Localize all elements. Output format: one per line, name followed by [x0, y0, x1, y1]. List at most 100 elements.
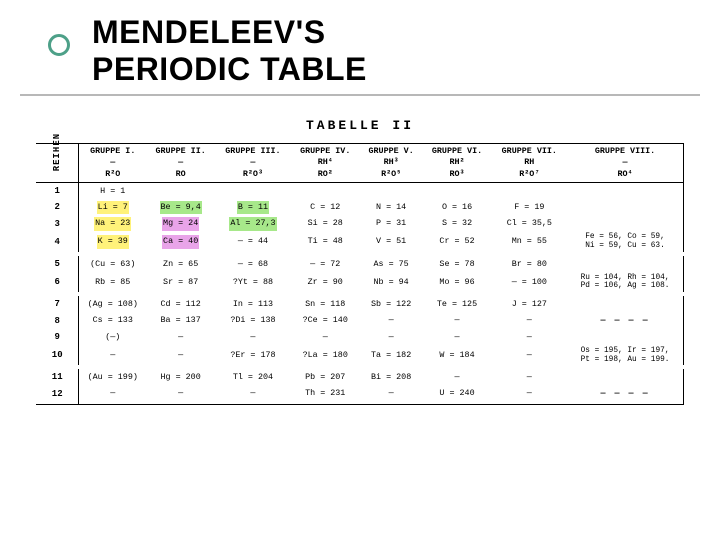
highlighted-cell: Li = 7 — [97, 201, 129, 214]
element-cell: — — [492, 386, 568, 405]
element-cell — [567, 329, 683, 345]
element-cell: Ti = 48 — [291, 232, 360, 252]
reihen-label-text: REIHEN — [51, 133, 63, 171]
element-cell — [567, 183, 683, 200]
row-number: 7 — [36, 296, 79, 312]
element-cell: — — — — — [567, 313, 683, 329]
group-oxide: R²O — [81, 169, 144, 180]
element-cell: — — [291, 329, 360, 345]
group-hydride: RH² — [424, 157, 489, 168]
element-cell: Fe = 56, Co = 59,Ni = 59, Cu = 63. — [567, 232, 683, 252]
row-number: 8 — [36, 313, 79, 329]
highlighted-cell: Na = 23 — [94, 217, 131, 230]
element-cell: V = 51 — [360, 232, 423, 252]
element-cell: Pb = 207 — [291, 369, 360, 385]
highlighted-cell: Mg = 24 — [162, 217, 199, 230]
group-oxide: RO³ — [424, 169, 489, 180]
element-cell: — — [79, 386, 146, 405]
element-cell: N = 14 — [360, 199, 423, 215]
reihen-header: REIHEN — [36, 144, 79, 183]
element-cell: — — [492, 369, 568, 385]
group-name: GRUPPE III. — [225, 146, 280, 156]
element-cell — [567, 256, 683, 272]
title-underline — [20, 94, 700, 96]
element-cell: Ca = 40 — [146, 232, 215, 252]
group-oxide: R²O³ — [217, 169, 289, 180]
element-cell: In = 113 — [215, 296, 291, 312]
element-cell: — — [360, 386, 423, 405]
element-cell: — — [215, 329, 291, 345]
element-cell: — — [360, 329, 423, 345]
group-hydride: RH³ — [362, 157, 421, 168]
element-cell: — — [422, 313, 491, 329]
element-cell: J = 127 — [492, 296, 568, 312]
group-name: GRUPPE IV. — [300, 146, 350, 156]
element-cell: Sb = 122 — [360, 296, 423, 312]
element-cell: — — [422, 329, 491, 345]
element-cell: Si = 28 — [291, 216, 360, 232]
table-row: 10——?Er = 178?La = 180Ta = 182W = 184—Os… — [36, 346, 684, 366]
element-cell: Ru = 104, Rh = 104,Pd = 106, Ag = 108. — [567, 273, 683, 293]
row-number: 9 — [36, 329, 79, 345]
highlighted-cell: K = 39 — [97, 235, 129, 248]
mendeleev-table: REIHEN GRUPPE I.—R²OGRUPPE II.—ROGRUPPE … — [36, 143, 684, 405]
element-cell: — = 68 — [215, 256, 291, 272]
element-cell — [567, 369, 683, 385]
element-cell: — = 72 — [291, 256, 360, 272]
row-number: 10 — [36, 346, 79, 366]
element-cell: — — [360, 313, 423, 329]
group-name: GRUPPE I. — [90, 146, 135, 156]
group-name: GRUPPE VII. — [502, 146, 557, 156]
element-cell — [567, 199, 683, 215]
element-cell: — = 44 — [215, 232, 291, 252]
element-cell — [146, 183, 215, 200]
group-header-7: GRUPPE VII.RHR²O⁷ — [492, 144, 568, 183]
element-cell: U = 240 — [422, 386, 491, 405]
element-cell: Th = 231 — [291, 386, 360, 405]
element-cell: ?Ce = 140 — [291, 313, 360, 329]
element-cell — [492, 183, 568, 200]
group-hydride: RH — [494, 157, 566, 168]
element-cell: Zr = 90 — [291, 273, 360, 293]
element-cell: F = 19 — [492, 199, 568, 215]
highlighted-cell: B = 11 — [237, 201, 269, 214]
element-cell: Cs = 133 — [79, 313, 146, 329]
element-cell: — — [215, 386, 291, 405]
element-cell: P = 31 — [360, 216, 423, 232]
element-cell: ?La = 180 — [291, 346, 360, 366]
periodic-table-figure: TABELLE II REIHEN GRUPPE I.—R²OGRUPPE II… — [36, 118, 684, 405]
group-hydride: — — [217, 157, 289, 168]
element-cell: (Cu = 63) — [79, 256, 146, 272]
element-cell: Mo = 96 — [422, 273, 491, 293]
table-row: 2Li = 7Be = 9,4B = 11C = 12N = 14O = 16F… — [36, 199, 684, 215]
element-cell: Nb = 94 — [360, 273, 423, 293]
table-header: REIHEN GRUPPE I.—R²OGRUPPE II.—ROGRUPPE … — [36, 144, 684, 183]
element-cell: Cd = 112 — [146, 296, 215, 312]
element-cell: Ba = 137 — [146, 313, 215, 329]
element-cell: ?Di = 138 — [215, 313, 291, 329]
element-cell: S = 32 — [422, 216, 491, 232]
group-header-5: GRUPPE V.RH³R²O⁵ — [360, 144, 423, 183]
element-cell: Br = 80 — [492, 256, 568, 272]
table-body: 1H = 12Li = 7Be = 9,4B = 11C = 12N = 14O… — [36, 183, 684, 405]
table-row: 12———Th = 231—U = 240—— — — — — [36, 386, 684, 405]
element-cell: Hg = 200 — [146, 369, 215, 385]
element-cell: (—) — [79, 329, 146, 345]
element-cell: (Ag = 108) — [79, 296, 146, 312]
element-cell — [291, 183, 360, 200]
element-cell — [567, 296, 683, 312]
element-cell: Rb = 85 — [79, 273, 146, 293]
table-row: 5(Cu = 63)Zn = 65— = 68— = 72As = 75Se =… — [36, 256, 684, 272]
group-hydride: RH⁴ — [293, 157, 358, 168]
group-oxide: RO² — [293, 169, 358, 180]
element-cell: Te = 125 — [422, 296, 491, 312]
slide-title-line2: PERIODIC TABLE — [92, 51, 367, 88]
element-cell: ?Er = 178 — [215, 346, 291, 366]
element-cell: — — [146, 386, 215, 405]
group-oxide: RO — [148, 169, 213, 180]
element-cell: — — [492, 346, 568, 366]
element-cell: Os = 195, Ir = 197,Pt = 198, Au = 199. — [567, 346, 683, 366]
title-bullet — [48, 34, 70, 56]
element-cell: Sn = 118 — [291, 296, 360, 312]
table-row: 4K = 39Ca = 40— = 44Ti = 48V = 51Cr = 52… — [36, 232, 684, 252]
